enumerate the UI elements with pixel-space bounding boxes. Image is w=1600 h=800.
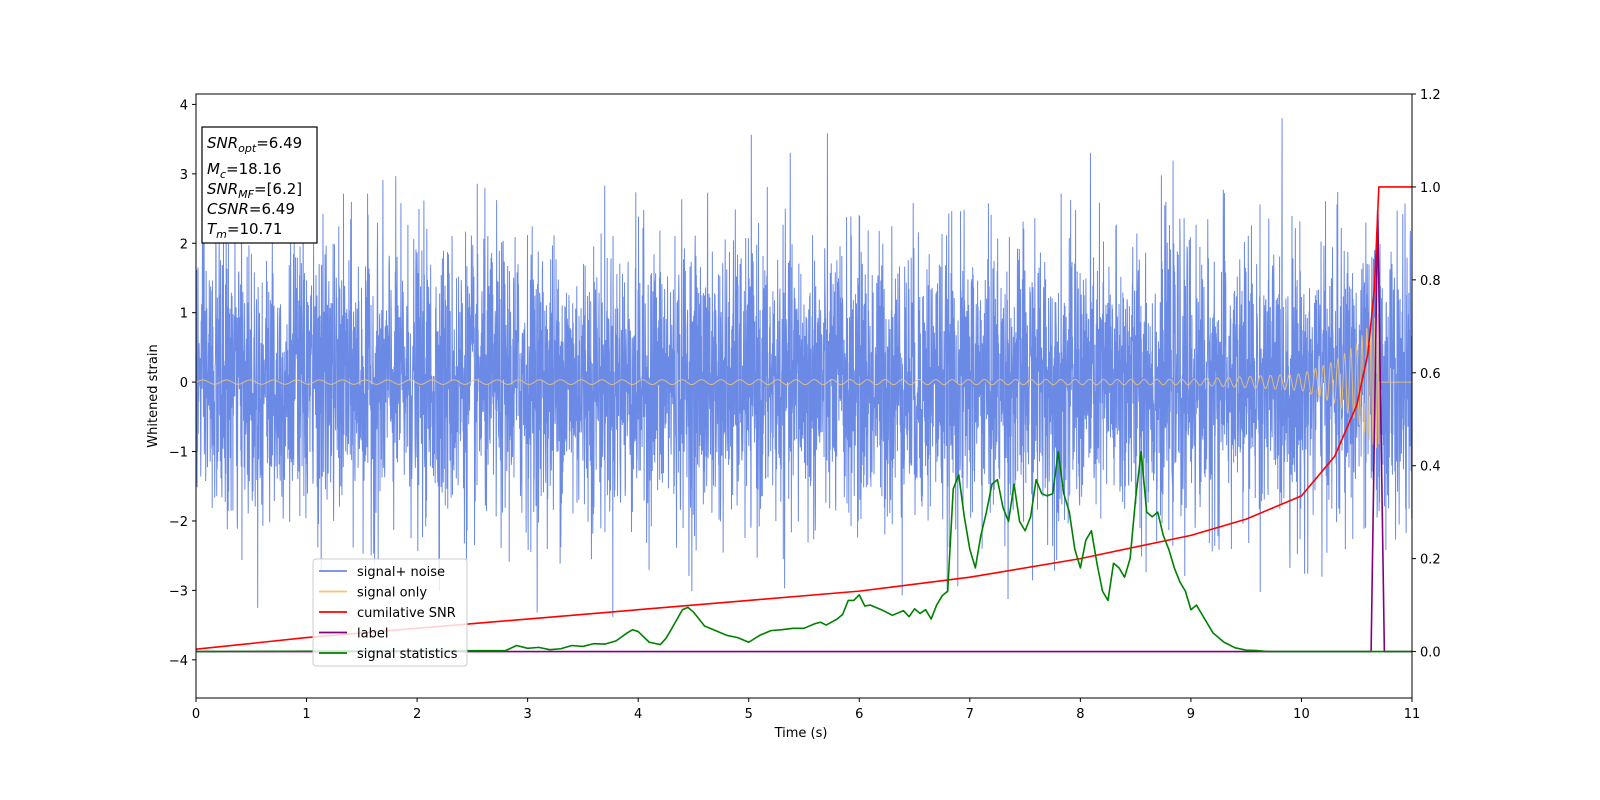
y-axis-left: −4 −3 −2 −1 0 1 2 3 4 [169,98,196,669]
plot-frame [195,93,1413,699]
y-axis-label: Whitened strain [146,344,161,447]
y-right-tick-label: 0.0 [1420,646,1441,661]
legend-entry: signal only [357,586,427,601]
y-right-tick-label: 0.8 [1420,274,1441,289]
x-axis-label: Time (s) [774,726,828,741]
y-left-tick-label: 2 [180,237,188,252]
x-tick-label: 1 [302,707,310,722]
y-right-tick-label: 1.0 [1420,181,1441,196]
y-left-tick-label: −1 [169,446,188,461]
signal-noise-line [196,118,1412,617]
x-tick-label: 8 [1076,707,1084,722]
x-axis: 0 1 2 3 4 5 6 7 8 9 10 11 [192,698,1420,722]
y-left-tick-label: 4 [180,98,188,113]
stats-line: Tm=10.71 [207,220,282,241]
legend-entry: signal statistics [357,647,458,662]
x-tick-label: 4 [634,707,642,722]
y-left-tick-label: −4 [169,654,188,669]
y-right-tick-label: 0.2 [1420,553,1441,568]
x-tick-label: 7 [966,707,974,722]
series-signal-noise [196,118,1412,617]
series-signal-statistics-line [196,450,1412,653]
x-tick-label: 3 [523,707,531,722]
y-left-tick-label: 3 [180,168,188,183]
x-tick-label: 11 [1404,707,1421,722]
x-tick-label: 10 [1293,707,1310,722]
y-axis-right: 0.0 0.2 0.4 0.6 0.8 1.0 1.2 [1412,88,1441,661]
stats-line: CSNR=6.49 [207,200,295,218]
x-tick-label: 9 [1187,707,1195,722]
series-signal-only [196,313,1412,449]
legend-entry: signal+ noise [357,565,445,580]
legend-entry: cumilative SNR [357,606,456,621]
y-left-tick-label: −3 [169,584,188,599]
y-right-tick-label: 0.4 [1420,460,1441,475]
y-left-tick-label: −2 [169,515,188,530]
stats-line: SNRMF=[6.2] [207,180,302,201]
legend: signal+ noise signal only cumilative SNR la… [312,558,468,667]
legend-entry: label [357,627,388,642]
x-tick-label: 0 [192,707,200,722]
stats-line: Mc=18.16 [207,160,282,181]
y-right-tick-label: 0.6 [1420,367,1441,382]
series-cumilative-snr-line [196,186,1412,651]
stats-line: SNRopt=6.49 [207,134,302,155]
signal-only-line [196,313,1412,449]
right-axis-series [196,186,1412,653]
x-tick-label: 5 [745,707,753,722]
y-right-tick-label: 1.2 [1420,88,1441,103]
y-left-tick-label: 1 [180,307,188,322]
x-tick-label: 6 [855,707,863,722]
x-tick-label: 2 [413,707,421,722]
y-left-tick-label: 0 [180,376,188,391]
